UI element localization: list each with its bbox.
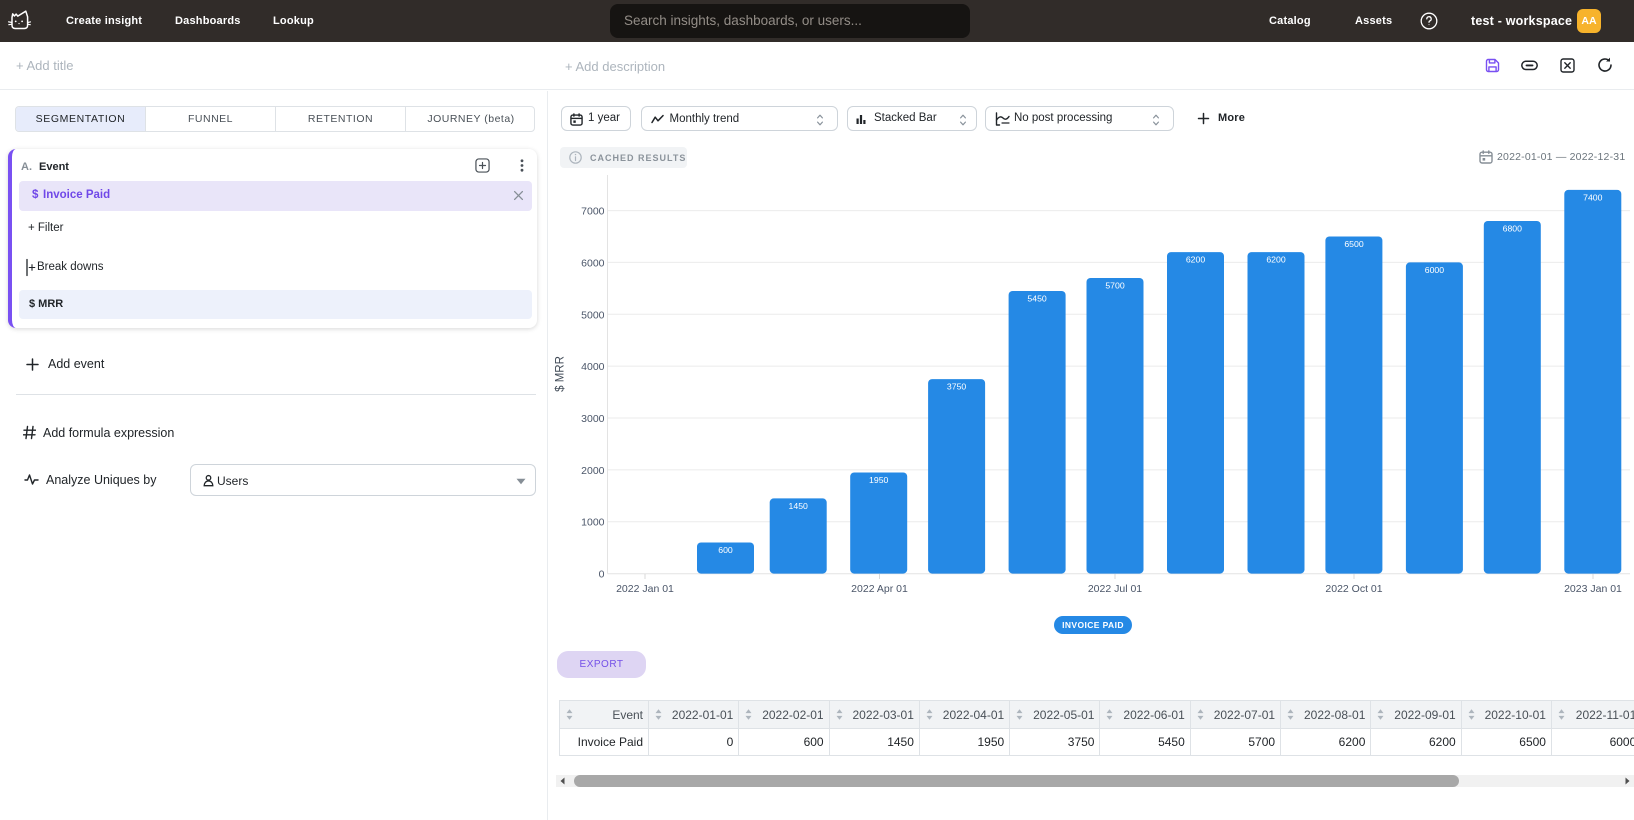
svg-text:1950: 1950: [869, 475, 888, 485]
svg-text:1000: 1000: [581, 517, 605, 529]
svg-text:1450: 1450: [789, 501, 808, 511]
svg-text:0: 0: [599, 569, 605, 581]
svg-text:6800: 6800: [1503, 224, 1522, 234]
svg-text:6500: 6500: [1344, 239, 1363, 249]
svg-text:6000: 6000: [581, 257, 605, 269]
svg-text:2022 Jan 01: 2022 Jan 01: [616, 583, 674, 595]
svg-text:3750: 3750: [947, 382, 966, 392]
svg-text:5700: 5700: [1105, 281, 1124, 291]
svg-text:6200: 6200: [1266, 255, 1285, 265]
svg-text:7000: 7000: [581, 206, 605, 218]
svg-text:2022 Jul 01: 2022 Jul 01: [1088, 583, 1142, 595]
svg-text:2000: 2000: [581, 465, 605, 477]
svg-text:6000: 6000: [1425, 265, 1444, 275]
svg-text:5450: 5450: [1027, 294, 1046, 304]
svg-text:4000: 4000: [581, 361, 605, 373]
svg-text:600: 600: [718, 545, 733, 555]
svg-text:5000: 5000: [581, 309, 605, 321]
svg-text:6200: 6200: [1186, 255, 1205, 265]
svg-text:3000: 3000: [581, 413, 605, 425]
svg-text:2023 Jan 01: 2023 Jan 01: [1564, 583, 1622, 595]
svg-text:7400: 7400: [1583, 192, 1602, 202]
svg-text:2022 Oct 01: 2022 Oct 01: [1325, 583, 1382, 595]
svg-text:2022 Apr 01: 2022 Apr 01: [851, 583, 908, 595]
svg-text:$ MRR: $ MRR: [555, 356, 567, 392]
